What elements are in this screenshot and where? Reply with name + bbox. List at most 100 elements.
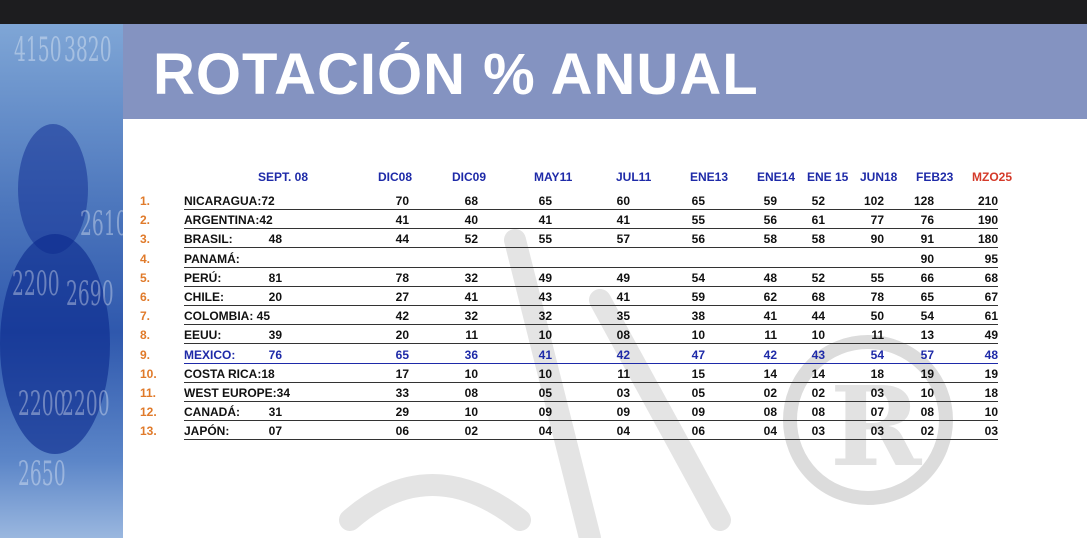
cell-value: 10: [691, 328, 705, 343]
column-header: MZO25: [972, 170, 1013, 184]
country-label: BRASIL:: [184, 232, 233, 247]
svg-text:R: R: [830, 362, 923, 491]
cell-value: 11: [764, 328, 777, 343]
title-banner: ROTACIÓN % ANUAL: [123, 24, 1087, 119]
decorative-side-image: 4150 3820 2610 2200 2690 2200 2200 2650: [0, 24, 123, 538]
cell-value: 65: [920, 290, 934, 304]
row-underline: [184, 401, 998, 402]
column-header: ENE 15: [807, 170, 849, 184]
cell-value: 44: [395, 232, 409, 247]
row-index: 11.: [140, 386, 157, 400]
sept08-value: 76: [268, 347, 282, 362]
row-index: 3.: [140, 232, 151, 247]
cell-value: 41: [616, 213, 630, 228]
decorative-number: 2200: [62, 384, 110, 424]
cell-value: 10: [984, 405, 998, 420]
cell-value: 48: [984, 347, 998, 362]
country-label: PANAMÁ:: [184, 251, 240, 266]
cell-value: 54: [870, 347, 884, 362]
cell-value: 15: [691, 366, 705, 381]
cell-value: 41: [763, 309, 777, 324]
cell-value: 04: [538, 424, 552, 439]
cell-value: 65: [395, 347, 409, 362]
cell-value: 61: [811, 213, 825, 228]
cell-value: 48: [763, 270, 777, 285]
row-index: 7.: [140, 309, 151, 324]
row-index: 4.: [140, 251, 151, 266]
cell-value: 102: [863, 194, 884, 208]
cell-value: 08: [464, 386, 478, 400]
cell-value: 59: [763, 194, 777, 208]
decorative-number: 2650: [18, 454, 66, 494]
country-label: ARGENTINA:42: [184, 213, 273, 228]
cell-value: 11: [617, 366, 630, 381]
cell-value: 55: [870, 270, 884, 285]
cell-value: 09: [538, 405, 552, 420]
cell-value: 68: [984, 270, 998, 285]
sept08-value: 20: [268, 290, 282, 304]
figure-shape: [18, 124, 88, 254]
cell-value: 90: [870, 232, 884, 247]
cell-value: 58: [811, 232, 825, 247]
cell-value: 32: [464, 270, 478, 285]
cell-value: 10: [538, 366, 552, 381]
cell-value: 43: [811, 347, 825, 362]
row-underline: [184, 362, 998, 364]
cell-value: 180: [977, 232, 998, 247]
cell-value: 41: [538, 213, 552, 228]
cell-value: 03: [870, 386, 884, 400]
cell-value: 19: [920, 366, 934, 381]
table-row: 7. COLOMBIA: 45 42 32 32 35 38 41 44 50 54 61: [0, 309, 1087, 328]
row-underline: [184, 266, 998, 268]
cell-value: 05: [538, 386, 552, 400]
cell-value: 47: [691, 347, 705, 362]
cell-value: 09: [691, 405, 705, 420]
cell-value: 67: [984, 290, 998, 304]
column-header: MAY11: [534, 170, 573, 184]
cell-value: 78: [870, 290, 884, 304]
cell-value: 91: [920, 232, 934, 247]
cell-value: 08: [616, 328, 630, 343]
cell-value: 07: [870, 405, 884, 420]
decorative-number: 2200: [12, 264, 60, 304]
column-header: JUL11: [616, 170, 652, 184]
table-row: 8. EEUU: 39 20 11 10 08 10 11 10 11 13 49: [0, 328, 1087, 347]
cell-value: 36: [464, 347, 478, 362]
cell-value: 43: [538, 290, 552, 304]
column-header: ENE13: [690, 170, 729, 184]
cell-value: 59: [691, 290, 705, 304]
cell-value: 14: [763, 366, 777, 381]
cell-value: 95: [984, 251, 998, 266]
cell-value: 35: [616, 309, 630, 324]
cell-value: 20: [395, 328, 409, 343]
country-label: COSTA RICA:18: [184, 366, 275, 381]
cell-value: 10: [464, 405, 478, 420]
column-header: ENE14: [757, 170, 796, 184]
cell-value: 52: [464, 232, 478, 247]
country-label: CANADÁ:: [184, 405, 240, 420]
cell-value: 14: [811, 366, 825, 381]
country-label: WEST EUROPE:34: [184, 386, 291, 400]
cell-value: 44: [811, 309, 825, 324]
cell-value: 78: [395, 270, 409, 285]
country-label: PERÚ:: [184, 270, 222, 285]
cell-value: 17: [395, 366, 409, 381]
cell-value: 18: [984, 386, 998, 400]
cell-value: 08: [763, 405, 777, 420]
cell-value: 54: [691, 270, 705, 285]
cell-value: 77: [870, 213, 884, 228]
cell-value: 57: [616, 232, 630, 247]
top-bar: [0, 0, 1087, 24]
cell-value: 41: [395, 213, 409, 228]
cell-value: 02: [464, 424, 478, 439]
column-header: JUN18: [860, 170, 898, 184]
cell-value: 42: [763, 347, 777, 362]
table-row: 1. NICARAGUA:72 70 68 65 60 65 59 52 102 128 210: [0, 194, 1087, 213]
row-underline: [184, 439, 998, 441]
column-header: FEB23: [916, 170, 954, 184]
cell-value: 42: [395, 309, 409, 324]
cell-value: 41: [616, 290, 630, 304]
row-index: 5.: [140, 270, 151, 285]
row-underline: [184, 228, 998, 230]
cell-value: 03: [870, 424, 884, 439]
